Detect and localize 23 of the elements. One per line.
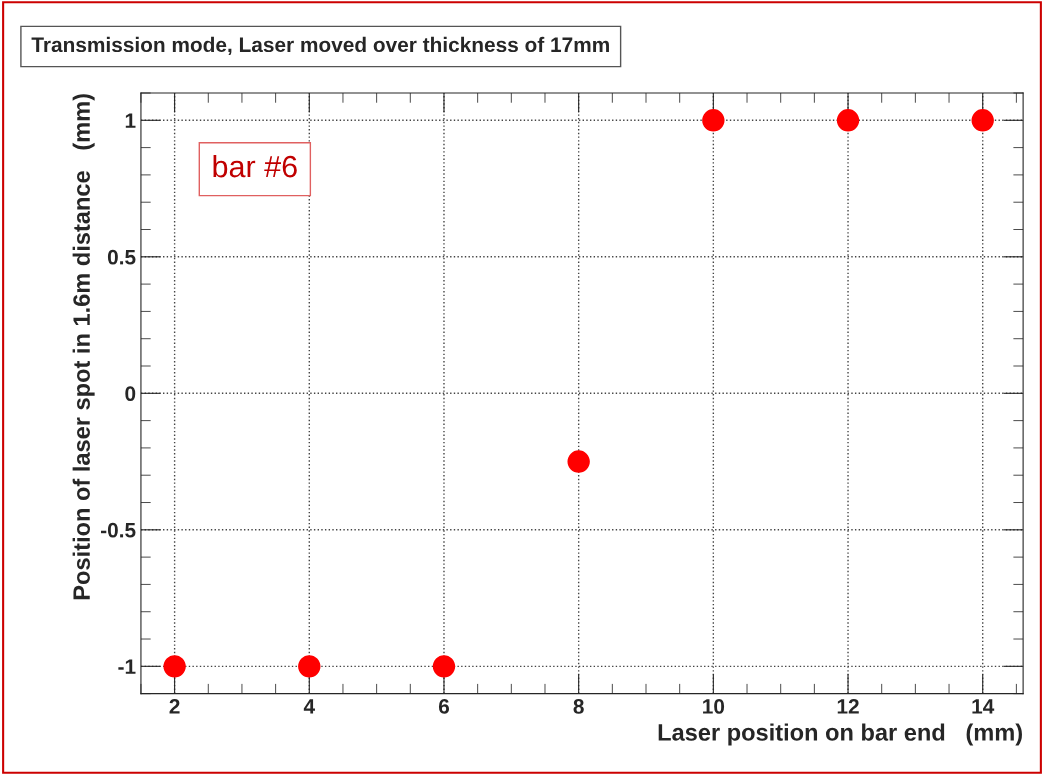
x-tick-label: 8 bbox=[573, 699, 584, 714]
y-tick-label: 1 bbox=[125, 113, 136, 128]
point bbox=[702, 109, 725, 132]
x-tick-label: 14 bbox=[972, 699, 995, 714]
y-tick-label: -0.5 bbox=[101, 522, 136, 538]
x-tick-label: 6 bbox=[438, 699, 450, 714]
x-axis-title: Laser position on bar end (mm) bbox=[658, 723, 1022, 746]
x-tick-label: 12 bbox=[837, 699, 859, 714]
chart-title: Transmission mode, Laser moved over thickness of 17mm bbox=[31, 36, 609, 56]
y-tick-label: -1 bbox=[118, 659, 136, 674]
point bbox=[432, 655, 456, 678]
y-axis-title: Position of laser spot in 1.6m distance (mm) bbox=[72, 94, 95, 600]
point bbox=[971, 109, 994, 132]
y-tick-label: 0.5 bbox=[107, 249, 136, 265]
point bbox=[567, 450, 590, 473]
point bbox=[836, 109, 860, 132]
point bbox=[298, 655, 321, 678]
x-tick-label: 2 bbox=[169, 699, 180, 714]
x-tick-label: 10 bbox=[703, 699, 725, 714]
y-tick-label: 0 bbox=[125, 386, 136, 402]
x-tick-label: 4 bbox=[303, 699, 315, 714]
point bbox=[163, 655, 186, 678]
annotation: bar #6 bbox=[213, 154, 297, 178]
